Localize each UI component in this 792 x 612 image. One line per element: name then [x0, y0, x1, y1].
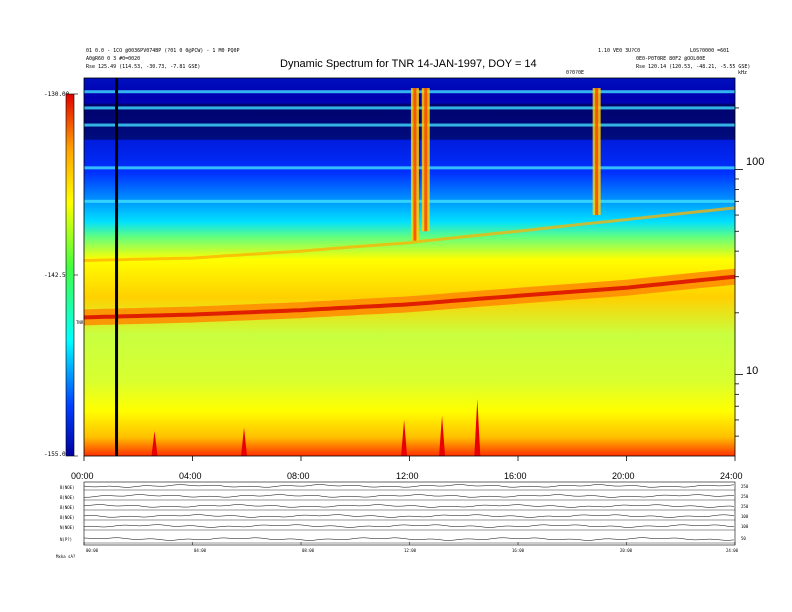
panel-trace-5	[83, 537, 735, 541]
panel-right-scale-0: 250	[741, 484, 749, 489]
mini-tick-5: 20:00	[620, 548, 633, 553]
header-left-line1: 01 0.0 - 1CO @0036PV074BP (?01 0 0@PCW) …	[86, 48, 240, 54]
panel-trace-1	[84, 494, 735, 498]
panel-right-scale-4: 100	[741, 524, 749, 529]
panel-label-4: N(NOE)	[60, 525, 75, 530]
spike-2	[474, 398, 481, 456]
x-tick-label-2: 08:00	[287, 471, 310, 481]
colorbar	[65, 93, 75, 457]
panel-frame	[83, 481, 736, 546]
header-left-line2: A0@R60 0 3 #0=0020	[86, 56, 141, 62]
panel-label-2: B(NOE)	[60, 505, 75, 510]
colorbar-tick-top: -130.00	[44, 91, 70, 98]
panel-trace-2	[83, 504, 735, 508]
header-right-line4: Rse 120.14 (120.53, -48.21, -5.55 GSE)	[636, 64, 751, 70]
spike-3	[241, 427, 248, 456]
panel-label-5: N(P?)	[60, 537, 73, 542]
cyan-line-4	[84, 199, 735, 203]
mini-tick-3: 12:00	[404, 548, 417, 553]
colorbar-tick-mid: -142.50	[44, 272, 70, 279]
chart-title: Dynamic Spectrum for TNR 14-JAN-1997, DO…	[280, 58, 537, 70]
header-right-line3: 0E0-P0T0RE 80F2 @OOL00E	[636, 56, 706, 62]
unit-corner-label: kHz	[738, 70, 748, 76]
x-tick-label-4: 16:00	[504, 471, 527, 481]
header-left-line3: Rse 125.49 (114.53, -30.73, -7.81 GSE)	[86, 64, 201, 70]
header-right-line1: 1.10 VE0 3U?C0	[598, 48, 641, 54]
colorbar-label: TNR	[76, 320, 84, 325]
spectrum-background	[84, 78, 735, 456]
plasma-line-core	[84, 274, 735, 320]
cyan-line-3	[84, 166, 735, 170]
colorbar-tick-bottom: -155.00	[44, 451, 70, 458]
dark-band	[84, 103, 735, 140]
panel-label-1: B(NOE)	[60, 495, 75, 500]
cyan-line-2	[84, 123, 735, 127]
x-tick-label-1: 04:00	[179, 471, 202, 481]
x-tick-label-6: 24:00	[720, 471, 743, 481]
spike-4	[151, 430, 158, 456]
data-gap-line	[115, 78, 119, 456]
x-tick-label-0: 00:00	[71, 471, 94, 481]
panel-trace-4	[83, 524, 735, 528]
mini-tick-6: 24:00	[726, 548, 739, 553]
panel-trace-3	[83, 514, 735, 518]
panel-right-scale-3: 100	[741, 514, 749, 519]
panel-label-0: B(NOE)	[60, 485, 75, 490]
y-tick-label-100: 100	[746, 156, 765, 168]
panel-right-scale-1: 250	[741, 494, 749, 499]
burst-core-1	[424, 88, 428, 232]
mini-tick-1: 04:00	[194, 548, 207, 553]
burst-core-2	[595, 88, 599, 216]
burst-core-0	[413, 88, 417, 241]
panel-footer: Mxka sA?	[56, 554, 76, 559]
upper-edge-line	[84, 206, 735, 262]
panel-label-3: B(NOE)	[60, 515, 75, 520]
spike-1	[439, 415, 446, 456]
x-tick-label-5: 20:00	[612, 471, 635, 481]
panel-right-scale-2: 250	[741, 504, 749, 509]
spike-0	[401, 419, 408, 456]
cyan-line-1	[84, 106, 735, 110]
mini-tick-2: 08:00	[302, 548, 315, 553]
panel-trace-0	[83, 484, 735, 488]
mini-tick-4: 16:00	[512, 548, 525, 553]
x-tick-label-3: 12:00	[396, 471, 419, 481]
panel-right-scale-5: 50	[741, 536, 746, 541]
header-right-line2: L0S?0000 =601	[690, 48, 730, 54]
y-tick-label-10: 10	[746, 365, 759, 377]
cyan-line-0	[84, 90, 735, 94]
mini-tick-0: 00:00	[86, 548, 99, 553]
marker-label: 0?0?0E	[566, 70, 585, 76]
